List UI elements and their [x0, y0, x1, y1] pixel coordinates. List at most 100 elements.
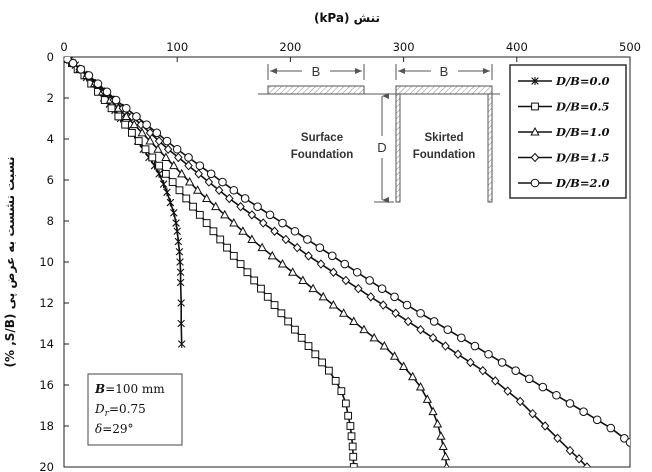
- data-point: [582, 462, 592, 467]
- skirted-plate: [395, 85, 493, 95]
- data-point: [524, 374, 534, 384]
- y-tick-label: 0: [47, 50, 54, 64]
- data-point: [258, 218, 268, 228]
- series-layer: [64, 57, 630, 467]
- data-point: [238, 226, 248, 235]
- legend-marker: [530, 126, 540, 136]
- data-point: [111, 95, 121, 105]
- data-point: [134, 137, 143, 145]
- data-point: [267, 250, 277, 260]
- x-tick-label: 200: [279, 40, 301, 54]
- data-point: [121, 120, 130, 129]
- annotation-b-value: =100 mm: [105, 382, 165, 396]
- y-tick-label: 14: [39, 337, 54, 351]
- data-point: [288, 267, 298, 276]
- data-point: [432, 418, 443, 428]
- data-point: [457, 333, 466, 343]
- data-point: [84, 71, 94, 80]
- data-point: [304, 342, 313, 350]
- data-point: [257, 284, 265, 293]
- skirted-caption-line2: Foundation: [413, 149, 476, 161]
- y-tick-label: 2: [47, 91, 54, 105]
- data-point: [365, 276, 374, 285]
- data-point: [218, 177, 227, 187]
- x-ticks: 0 100 200 300 400 500: [60, 40, 641, 62]
- data-point: [177, 299, 185, 307]
- legend-label: D/B=0.0: [555, 74, 610, 88]
- data-point: [428, 333, 438, 343]
- data-point: [441, 341, 450, 351]
- data-point: [223, 243, 231, 252]
- skirted-caption-line1: Skirted: [425, 132, 464, 144]
- data-point: [552, 390, 561, 400]
- data-point: [292, 242, 302, 253]
- legend-label: D/B=2.0: [555, 176, 610, 190]
- data-point: [270, 301, 279, 309]
- data-point: [378, 300, 388, 310]
- surface-caption-line1: Surface: [301, 132, 343, 144]
- data-point: [422, 394, 433, 403]
- data-point: [240, 194, 250, 203]
- data-point: [340, 259, 350, 269]
- data-point: [184, 153, 193, 162]
- y-tick-label: 18: [39, 419, 54, 433]
- data-point: [620, 434, 629, 443]
- skirted-b-label: B: [440, 64, 449, 79]
- data-point: [453, 349, 463, 359]
- y-tick-label: 8: [47, 214, 54, 228]
- depth-label: D: [377, 140, 386, 155]
- data-point: [132, 112, 141, 121]
- foundation-schematic: B B D Surface Foundation Skirted Foundat…: [258, 64, 500, 203]
- annotation-dr: Dr=0.75: [94, 402, 146, 419]
- data-point: [318, 358, 326, 367]
- data-point: [172, 144, 182, 154]
- x-tick-label: 300: [393, 40, 415, 54]
- data-point: [202, 219, 211, 227]
- data-point: [236, 260, 245, 268]
- data-point: [429, 317, 439, 326]
- data-point: [174, 152, 183, 163]
- data-point: [402, 300, 412, 310]
- annotation-dr-sub: r: [105, 409, 110, 419]
- data-point: [347, 432, 356, 441]
- data-point: [182, 194, 191, 203]
- data-point: [331, 377, 340, 385]
- data-point: [247, 234, 257, 243]
- data-point: [185, 177, 195, 186]
- data-point: [184, 160, 193, 171]
- data-point: [177, 319, 185, 328]
- x-tick-label: 400: [506, 40, 528, 54]
- data-point: [204, 177, 214, 187]
- data-point: [369, 332, 379, 342]
- y-tick-label: 4: [47, 132, 54, 146]
- data-point: [229, 218, 239, 227]
- annotation-b: B=100 mm: [94, 382, 165, 396]
- data-point: [366, 292, 376, 302]
- data-point: [346, 422, 355, 430]
- data-point: [389, 351, 400, 360]
- skirt-left: [395, 93, 401, 203]
- data-point: [390, 292, 399, 302]
- legend-item: D/B=1.0: [518, 125, 610, 139]
- data-point: [327, 251, 337, 261]
- data-point: [257, 242, 267, 252]
- data-point: [592, 415, 602, 425]
- data-point: [142, 120, 151, 129]
- annotation-dr-value: =0.75: [109, 402, 146, 416]
- data-point: [76, 65, 86, 74]
- legend-item: D/B=0.5: [518, 100, 610, 114]
- y-tick-label: 20: [39, 460, 54, 472]
- legend-marker: [531, 77, 539, 85]
- annotation-b-symbol: B: [94, 382, 105, 396]
- data-point: [298, 275, 308, 284]
- data-point: [349, 463, 358, 467]
- data-point: [128, 128, 136, 137]
- data-point: [303, 235, 312, 244]
- data-point: [553, 433, 562, 444]
- data-point: [438, 441, 448, 450]
- data-point: [176, 268, 185, 277]
- data-point: [428, 406, 438, 416]
- data-point: [68, 58, 78, 68]
- data-point: [416, 324, 425, 335]
- legend-item: D/B=1.5: [518, 151, 610, 165]
